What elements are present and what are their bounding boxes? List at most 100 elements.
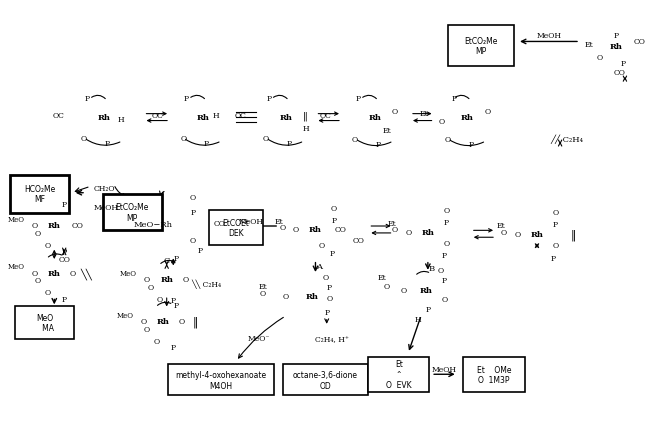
Text: MeO: MeO	[7, 215, 25, 223]
Text: O: O	[44, 289, 50, 296]
Text: CO: CO	[614, 69, 625, 76]
Text: MeOH: MeOH	[432, 365, 457, 373]
Text: EtCOEt
DEK: EtCOEt DEK	[222, 218, 250, 237]
Text: Rh: Rh	[610, 43, 623, 51]
Text: P: P	[468, 141, 473, 148]
Text: HCO₂Me
MF: HCO₂Me MF	[24, 184, 55, 204]
Text: ╲╲: ╲╲	[80, 267, 92, 279]
Text: Rh: Rh	[531, 230, 543, 238]
Text: O: O	[283, 293, 289, 301]
Text: O: O	[484, 107, 491, 115]
Text: P: P	[62, 201, 67, 209]
Text: Rh: Rh	[461, 114, 474, 122]
Text: Et: Et	[382, 127, 391, 135]
Text: O: O	[190, 194, 196, 201]
Text: O: O	[70, 269, 76, 277]
Text: O: O	[331, 204, 337, 212]
Text: P: P	[191, 209, 196, 217]
Text: Rh: Rh	[48, 222, 61, 230]
Text: P: P	[171, 297, 176, 305]
Text: P: P	[376, 141, 381, 148]
Text: P: P	[553, 220, 558, 228]
Text: P: P	[442, 252, 447, 260]
Text: O: O	[280, 224, 286, 232]
Text: P: P	[426, 306, 430, 314]
Text: O: O	[444, 207, 450, 214]
Text: P: P	[329, 250, 335, 258]
Text: B: B	[428, 265, 434, 273]
Text: O: O	[157, 295, 163, 303]
Text: MeO⁻: MeO⁻	[248, 335, 270, 342]
Text: Rh: Rh	[197, 114, 210, 122]
Text: Rh: Rh	[305, 293, 319, 301]
Text: ╲╲ C₂H₄: ╲╲ C₂H₄	[191, 279, 221, 289]
Text: P: P	[171, 343, 176, 351]
Text: C: C	[163, 256, 170, 264]
Text: O: O	[35, 277, 41, 285]
Text: CO: CO	[335, 226, 347, 234]
Text: Et    OMe
O  1M3P: Et OMe O 1M3P	[477, 365, 511, 384]
Text: ‖: ‖	[303, 111, 308, 120]
Text: O: O	[44, 241, 50, 249]
Text: ‖: ‖	[570, 229, 576, 240]
Text: O: O	[180, 135, 187, 142]
Text: O: O	[319, 241, 325, 249]
Text: O: O	[552, 209, 558, 217]
Text: MeO: MeO	[120, 269, 137, 277]
Text: MeOH: MeOH	[537, 32, 561, 40]
Text: H: H	[213, 112, 220, 120]
Text: Et: Et	[496, 222, 505, 230]
Text: O: O	[327, 294, 333, 302]
Text: Rh: Rh	[157, 317, 170, 326]
Text: P: P	[62, 247, 67, 256]
Text: P: P	[614, 32, 619, 40]
Text: O: O	[182, 276, 189, 283]
Text: O: O	[147, 283, 153, 291]
Text: methyl-4-oxohexanoate
M4OH: methyl-4-oxohexanoate M4OH	[175, 370, 266, 390]
Text: C₂H₄, H⁺: C₂H₄, H⁺	[315, 335, 349, 342]
Text: O: O	[501, 228, 507, 236]
Text: Rh: Rh	[420, 286, 433, 294]
Text: O: O	[515, 230, 521, 238]
Text: Et: Et	[387, 220, 396, 227]
Text: O: O	[153, 337, 160, 345]
FancyBboxPatch shape	[102, 195, 162, 230]
Text: O: O	[392, 107, 398, 115]
FancyBboxPatch shape	[10, 175, 70, 213]
Text: P: P	[184, 95, 189, 102]
Text: Rh: Rh	[369, 114, 382, 122]
Text: O: O	[293, 226, 299, 234]
Text: P: P	[452, 95, 457, 102]
Text: CO: CO	[633, 38, 645, 46]
Text: P: P	[356, 95, 361, 102]
Text: CO: CO	[353, 237, 365, 245]
Text: P: P	[286, 140, 291, 148]
Text: O: O	[322, 273, 329, 281]
Text: EtCO₂Me
MP: EtCO₂Me MP	[116, 203, 149, 222]
Text: O: O	[144, 325, 150, 333]
Text: CH₂O: CH₂O	[93, 185, 115, 193]
Text: O: O	[141, 317, 147, 326]
Text: MeOH: MeOH	[239, 217, 264, 225]
FancyBboxPatch shape	[463, 357, 525, 392]
Text: CO: CO	[58, 255, 70, 263]
Text: OC: OC	[234, 112, 246, 120]
Text: A: A	[316, 263, 322, 270]
FancyBboxPatch shape	[168, 365, 274, 395]
Text: Rh: Rh	[48, 269, 61, 277]
Text: P: P	[62, 295, 67, 303]
Text: H: H	[117, 116, 124, 124]
FancyBboxPatch shape	[209, 210, 263, 246]
Text: CO: CO	[72, 222, 84, 230]
Text: Rh: Rh	[309, 226, 322, 234]
Text: O: O	[438, 266, 444, 274]
Text: Rh: Rh	[98, 114, 110, 122]
Text: P: P	[62, 248, 67, 256]
Text: ‖: ‖	[193, 316, 198, 327]
Text: MeOH: MeOH	[94, 203, 118, 211]
Text: Et: Et	[584, 40, 593, 49]
Text: ╱╱ C₂H₄: ╱╱ C₂H₄	[550, 135, 583, 144]
Text: O: O	[31, 222, 37, 230]
Text: Et: Et	[377, 273, 386, 281]
Text: O: O	[81, 135, 87, 142]
